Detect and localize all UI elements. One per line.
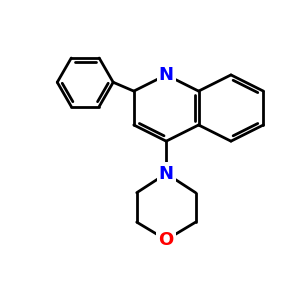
Text: N: N: [159, 165, 174, 183]
Text: N: N: [159, 66, 174, 84]
Text: O: O: [159, 231, 174, 249]
